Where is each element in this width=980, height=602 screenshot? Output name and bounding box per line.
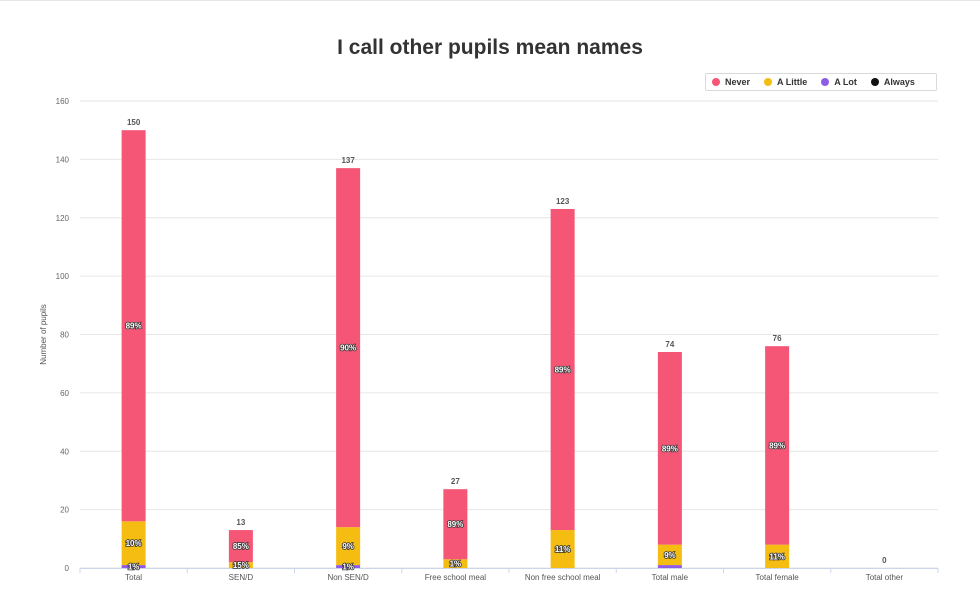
bar-segment-a-little: [228, 562, 253, 568]
bar-total-label: 76: [773, 334, 782, 343]
x-tick-label: SEN/D: [229, 573, 254, 582]
y-tick-label: 40: [60, 447, 69, 456]
y-axis-title: Number of pupils: [39, 304, 48, 364]
y-tick-label: 160: [56, 97, 70, 106]
data-label-a-little: 9%: [342, 542, 354, 551]
legend-item-a-lot[interactable]: A Lot: [821, 77, 857, 87]
bar-segment-never: [228, 530, 253, 563]
legend-item-never[interactable]: Never: [712, 77, 750, 87]
bar-segment-never: [121, 130, 146, 522]
legend-marker-always: [870, 78, 879, 86]
y-tick-label: 60: [60, 389, 69, 398]
x-tick-label: Non SEN/D: [327, 573, 369, 582]
y-tick-label: 0: [65, 564, 70, 573]
bar-segment-a-little: [765, 544, 790, 568]
data-label-a-little: 10%: [126, 539, 142, 548]
y-tick-label: 20: [60, 506, 69, 515]
legend-item-always[interactable]: Always: [870, 77, 915, 87]
bar-segment-a-little: [121, 521, 146, 566]
bar-total-label: 137: [341, 156, 355, 165]
bar-total-label: 123: [556, 197, 570, 206]
legend-marker-never: [712, 78, 720, 86]
bar-total-label: 74: [665, 340, 674, 349]
x-tick-label: Total: [125, 573, 142, 582]
data-label-never: 89%: [555, 366, 571, 375]
data-label-a-lot: 1%: [342, 563, 354, 572]
y-tick-label: 140: [56, 155, 70, 164]
y-tick-label: 120: [56, 214, 70, 223]
data-label-never: 89%: [769, 441, 785, 450]
data-label-never: 89%: [126, 322, 142, 331]
data-label-a-little: 11%: [555, 545, 571, 554]
legend-label-a-little: A Little: [777, 77, 808, 87]
bar-segment-a-little: [550, 530, 575, 568]
x-tick-label: Total female: [756, 573, 800, 582]
chart-title: I call other pupils mean names: [337, 36, 643, 59]
data-label-never: 89%: [662, 444, 678, 453]
chart-legend: Never A Little A Lot Always: [705, 73, 937, 91]
data-label-a-little: 9%: [664, 551, 676, 560]
legend-label-never: Never: [725, 77, 751, 87]
data-label-a-lot: 1%: [128, 563, 140, 572]
legend-label-a-lot: A Lot: [834, 77, 857, 87]
legend-label-always: Always: [883, 77, 915, 87]
bar-segment-a-lot: [121, 565, 146, 568]
legend-marker-a-little: [764, 78, 773, 86]
data-label-never: 90%: [340, 344, 356, 353]
legend-marker-a-lot: [821, 78, 830, 86]
y-tick-label: 100: [56, 272, 70, 281]
x-tick-label: Free school meal: [425, 573, 487, 582]
bar-segment-never: [550, 208, 575, 531]
legend-item-a-little[interactable]: A Little: [764, 77, 807, 87]
bar-segment-never: [443, 489, 468, 560]
bar-segment-a-lot: [336, 565, 361, 568]
x-tick-label: Non free school meal: [525, 573, 601, 582]
data-label-a-little: 15%: [233, 561, 249, 570]
data-label-a-little: 11%: [769, 552, 785, 561]
bar-total-label: 13: [236, 518, 245, 527]
data-label-never: 85%: [233, 542, 249, 551]
bar-total-label: 27: [451, 477, 460, 486]
top-rule: [0, 0, 980, 1]
x-tick-label: Total male: [652, 573, 689, 582]
bar-segment-a-little: [336, 527, 361, 566]
x-tick-label: Total other: [866, 573, 904, 582]
bar-segment-a-little: [443, 559, 468, 568]
data-label-never: 89%: [447, 520, 463, 529]
data-label-a-little: 1%: [450, 560, 462, 569]
bar-segment-never: [765, 346, 790, 545]
bar-segment-never: [657, 352, 682, 545]
y-tick-label: 80: [60, 331, 69, 340]
bar-segment-never: [336, 168, 361, 528]
bar-segment-a-lot: [657, 565, 682, 568]
bar-segment-a-little: [657, 544, 682, 566]
bar-total-label: 150: [127, 118, 141, 127]
bar-total-label: 0: [882, 556, 887, 565]
